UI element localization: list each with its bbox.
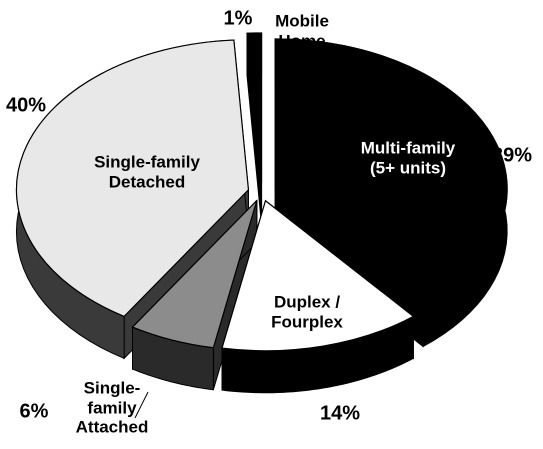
value-label: 40% bbox=[5, 94, 47, 117]
slice-label: Single-family Detached bbox=[94, 152, 200, 191]
slice-label: Single-family Attached bbox=[75, 378, 149, 437]
leader-line bbox=[134, 391, 149, 419]
slice bbox=[15, 39, 250, 318]
value-label: 14% bbox=[319, 402, 361, 425]
slice bbox=[131, 199, 258, 349]
slice-label: Mobile Home bbox=[275, 11, 329, 50]
value-label: 39% bbox=[491, 144, 533, 167]
slice bbox=[221, 199, 415, 352]
value-label: 6% bbox=[19, 400, 49, 423]
slice-label: Multi-family (5+ units) bbox=[360, 138, 456, 177]
slice-label: Duplex / Fourplex bbox=[271, 292, 343, 331]
slice bbox=[274, 38, 508, 306]
value-label: 1% bbox=[223, 7, 253, 30]
slice bbox=[246, 32, 263, 184]
